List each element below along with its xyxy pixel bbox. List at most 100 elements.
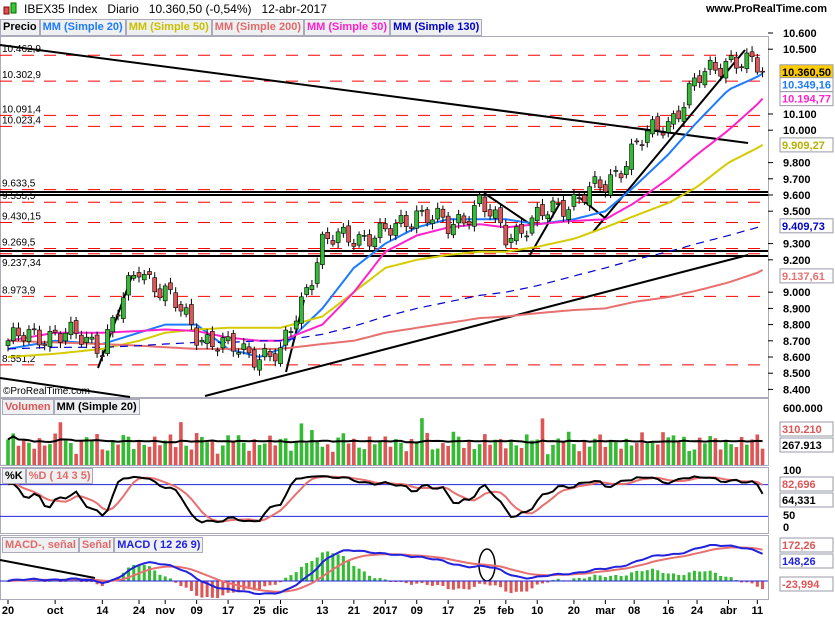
- candle: [472, 205, 477, 227]
- volume-bar: [242, 442, 246, 465]
- legend-ma130[interactable]: MM (Simple 130): [390, 19, 483, 36]
- candle: [173, 292, 178, 308]
- macd-histogram-bar: [698, 571, 702, 581]
- volume-bar: [42, 445, 47, 465]
- stoch-k-value: 64,331: [782, 495, 816, 507]
- candle: [293, 320, 299, 330]
- volume-bar: [713, 438, 718, 465]
- macd-histogram-bar: [677, 575, 681, 581]
- volume-bar: [739, 436, 744, 465]
- volume-bar: [661, 432, 665, 465]
- macd-signal-value-box: [779, 537, 834, 553]
- volume-bar: [111, 439, 115, 465]
- ma200-line: [7, 269, 764, 350]
- volume-bar: [210, 440, 215, 465]
- volume-bar: [551, 444, 555, 465]
- volume-bar: [509, 439, 513, 465]
- volume-ma-label: 267.913: [782, 440, 822, 452]
- volume-bar: [289, 450, 293, 465]
- macd-histogram-bar: [635, 570, 639, 581]
- macd-histogram-bar: [630, 572, 634, 581]
- date-tick-label: 16: [662, 605, 674, 617]
- volume-bar: [304, 443, 309, 465]
- volume-bar: [142, 444, 147, 465]
- macd-histogram-bar: [231, 581, 235, 593]
- legend-volume[interactable]: Volumen: [2, 399, 54, 415]
- candle: [749, 51, 755, 57]
- legend-ma200[interactable]: MM (Simple 200): [211, 19, 304, 36]
- volume-bar: [399, 442, 403, 465]
- site-link[interactable]: www.ProRealTime.com: [705, 3, 827, 15]
- macd-histogram-bar: [294, 572, 298, 581]
- macd-histogram-bar: [619, 576, 623, 581]
- volume-bar: [703, 443, 707, 465]
- candle: [157, 288, 163, 299]
- price-tick-label: 8.500: [783, 368, 811, 380]
- date-tick-label: 21: [348, 605, 360, 617]
- macd-histogram-bar: [724, 576, 728, 581]
- volume-bar: [572, 444, 576, 465]
- macd-histogram-bar: [651, 568, 655, 581]
- candle: [120, 297, 126, 319]
- volume-bar: [624, 438, 629, 465]
- date-tick-label: 08: [628, 605, 640, 617]
- candle: [671, 113, 676, 125]
- volume-bar: [619, 448, 623, 465]
- candle: [692, 77, 697, 87]
- candle: [639, 144, 645, 146]
- candle: [393, 223, 399, 236]
- candle: [414, 210, 420, 229]
- volume-bar: [514, 445, 519, 465]
- volume-bar: [598, 434, 602, 465]
- date-tick-label: mar: [595, 605, 616, 617]
- legend-macd-hist[interactable]: MACD-, señal: [2, 537, 79, 553]
- price-tick-label: 10.100: [783, 109, 817, 121]
- volume-bar: [708, 436, 712, 465]
- legend-signal[interactable]: Señal: [78, 537, 115, 553]
- volume-bar: [493, 439, 498, 465]
- volume-bar: [357, 447, 361, 465]
- macd-histogram-bar: [729, 577, 733, 581]
- level-label: 8.973,9: [2, 285, 36, 296]
- volume-bar: [451, 431, 456, 465]
- legend-k[interactable]: %K: [2, 468, 26, 484]
- volume-bar: [640, 432, 644, 465]
- candle: [409, 226, 414, 229]
- volume-bar: [655, 444, 660, 465]
- legend-volume-ma[interactable]: MM (Simple 20): [53, 399, 140, 415]
- candle: [68, 321, 74, 335]
- stoch-k-line: [7, 475, 764, 524]
- legend-ma20[interactable]: MM (Simple 20): [39, 19, 126, 36]
- macd-histogram-bar: [383, 579, 387, 581]
- volume-bar: [331, 451, 335, 465]
- macd-histogram-bar: [504, 581, 508, 592]
- candle: [162, 285, 168, 302]
- macd-histogram-bar: [640, 571, 644, 581]
- date-tick-label: 17: [442, 605, 454, 617]
- date-tick-label: 10: [531, 605, 543, 617]
- macd-histogram-bar: [577, 577, 581, 581]
- volume-bar: [299, 423, 304, 465]
- candle: [634, 140, 640, 143]
- ma200-value: 9.137,61: [782, 271, 825, 283]
- volume-bar: [645, 443, 650, 465]
- volume-bar: [21, 439, 26, 465]
- volume-bar: [635, 443, 639, 465]
- ma30-line: [7, 97, 764, 342]
- legend-ma50[interactable]: MM (Simple 50): [125, 19, 212, 36]
- macd-histogram-bar: [163, 576, 167, 581]
- ma30-value-box: [779, 91, 834, 107]
- price-tick-label: 10.600: [783, 28, 817, 40]
- candle: [603, 184, 608, 193]
- legend-macd[interactable]: MACD ( 12 26 9): [114, 537, 204, 553]
- macd-histogram-bar: [645, 570, 649, 581]
- volume-bar: [540, 418, 545, 465]
- legend-price[interactable]: Precio: [0, 19, 40, 36]
- legend-ma30[interactable]: MM (Simple 30): [303, 19, 391, 36]
- legend-d[interactable]: %D ( 14 3 5): [25, 468, 94, 484]
- volume-bar: [404, 451, 409, 465]
- candle: [356, 234, 362, 246]
- ma130-line: [7, 225, 763, 350]
- macd-histogram-bar: [656, 570, 660, 581]
